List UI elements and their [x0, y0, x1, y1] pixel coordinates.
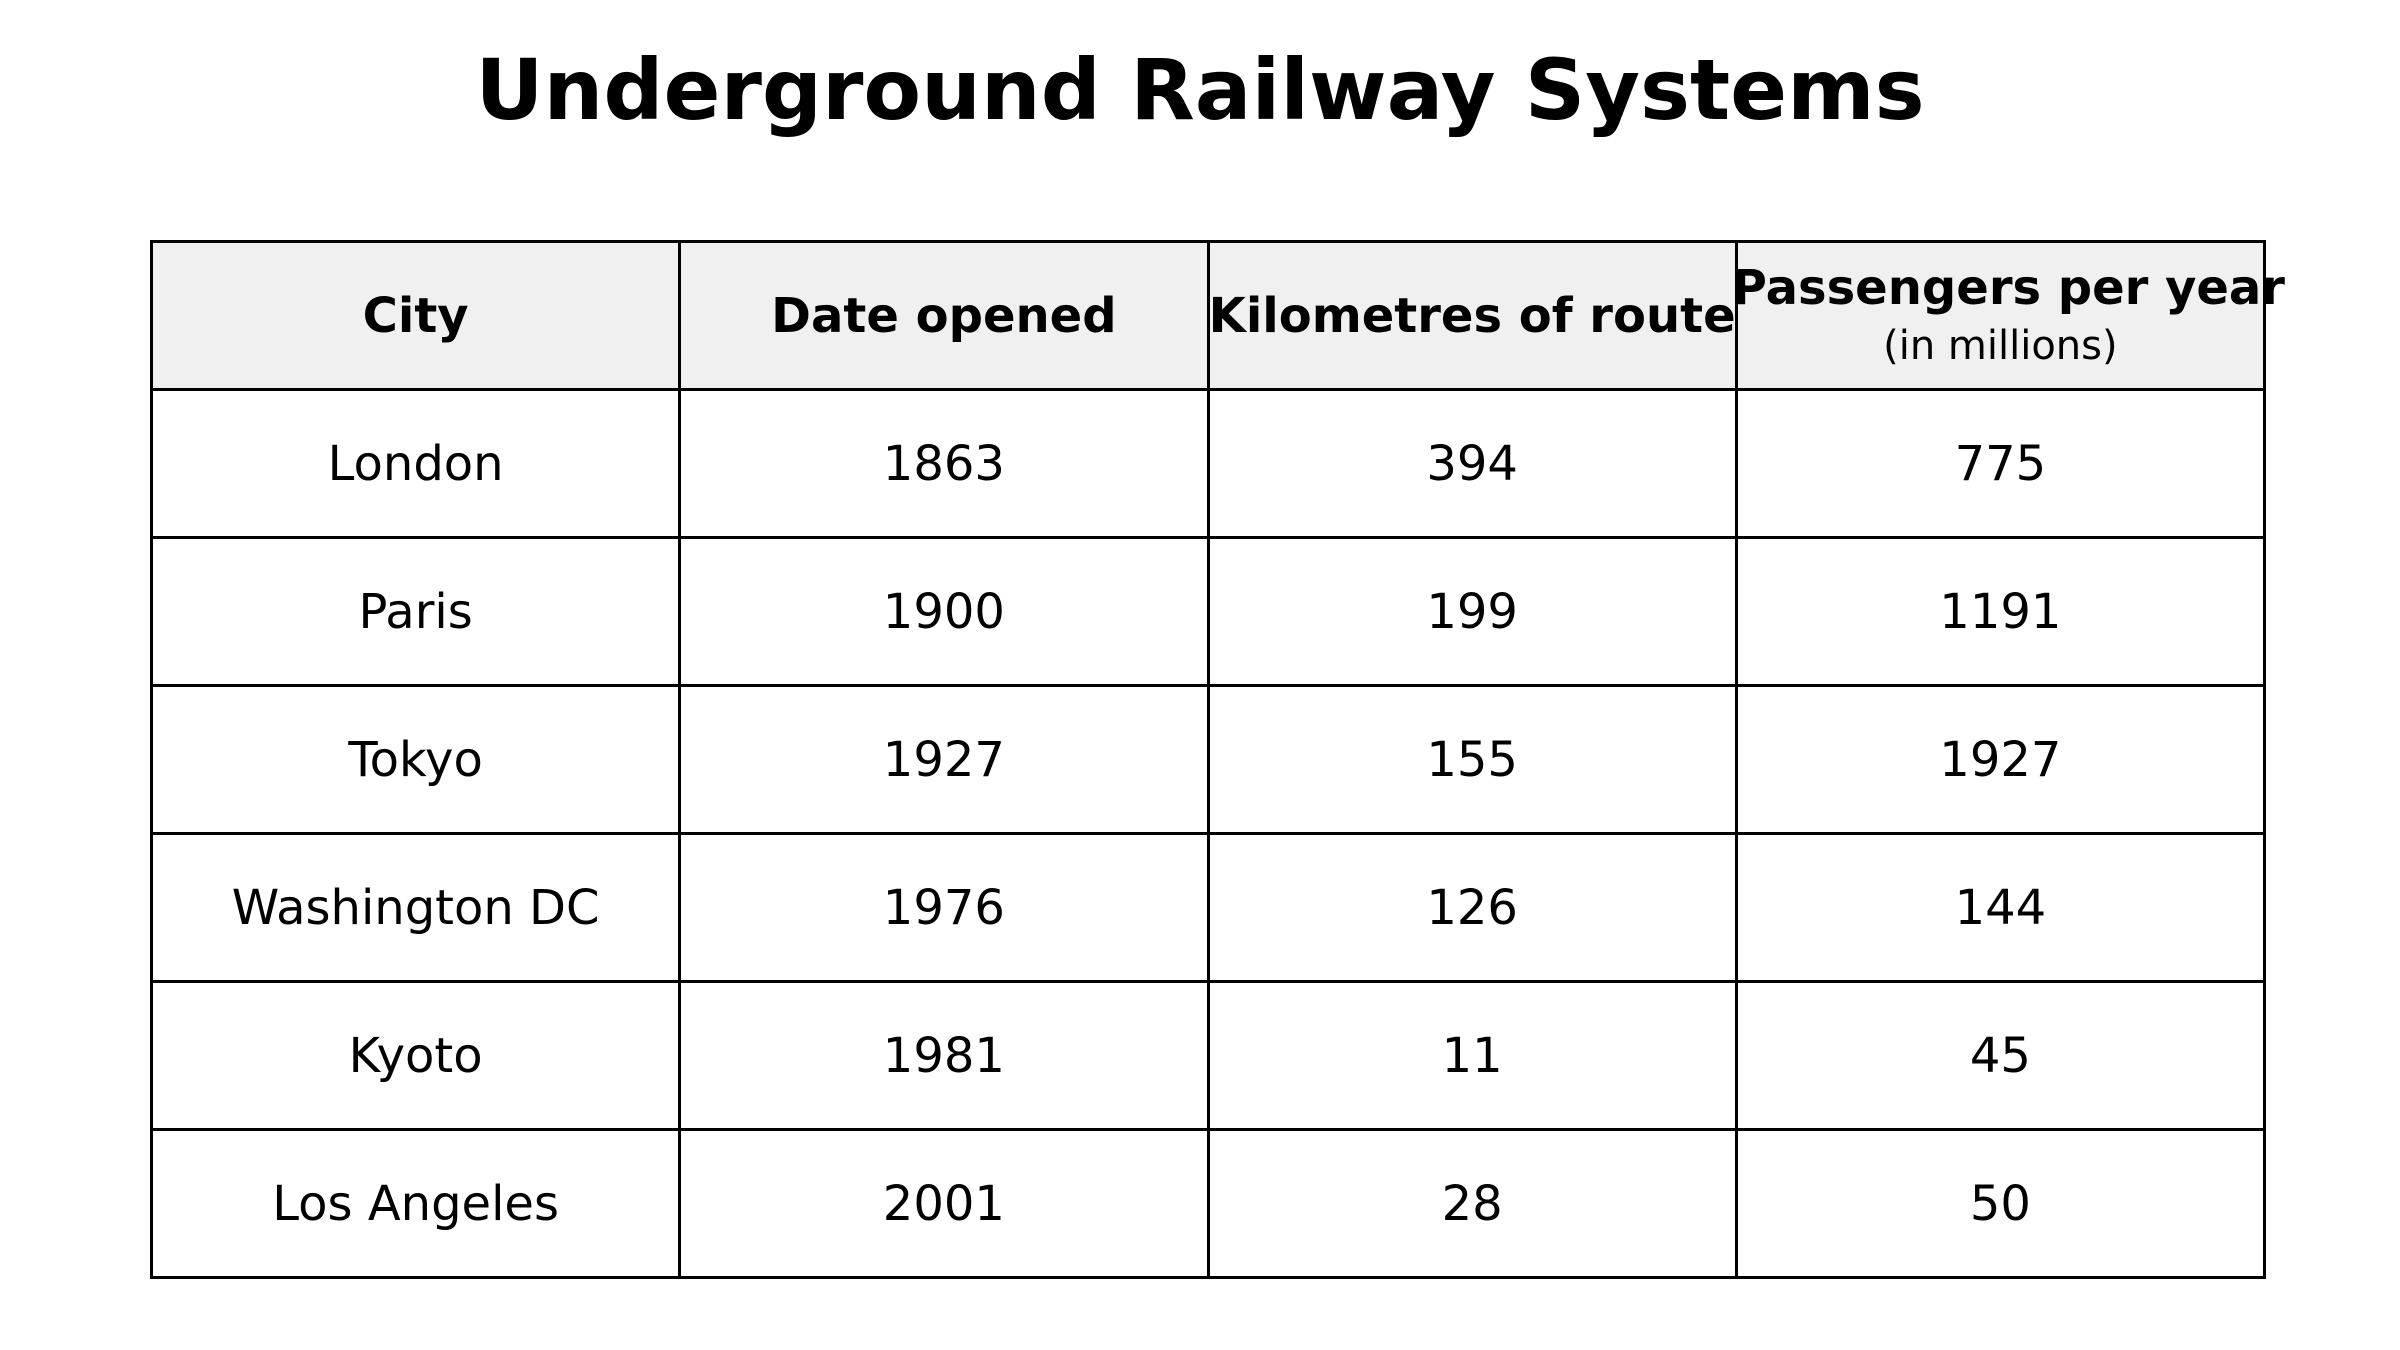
- table-cell-city: Kyoto: [149, 980, 682, 1131]
- table-cell-date-opened: 1863: [678, 388, 1210, 539]
- table-row: London 1863 394 775: [149, 388, 2267, 539]
- table-cell-kilometres: 199: [1206, 536, 1738, 687]
- column-header-passengers-per-year: Passengers per year (in millions): [1732, 240, 2285, 391]
- table-cell-date-opened: 1981: [678, 980, 1210, 1131]
- column-header-sublabel: (in millions): [1883, 322, 2118, 369]
- table-cell-kilometres: 394: [1206, 388, 1738, 539]
- table-cell-kilometres: 126: [1206, 832, 1738, 983]
- table-row: Paris 1900 199 1191: [149, 536, 2267, 687]
- column-header-city: City: [149, 240, 682, 391]
- table-cell-city: Tokyo: [149, 684, 682, 835]
- table-cell-passengers: 144: [1734, 832, 2267, 983]
- table-cell-passengers: 775: [1734, 388, 2267, 539]
- column-header-label: Kilometres of route: [1208, 287, 1736, 344]
- header-row: City Date opened Kilometres of route Pas…: [149, 240, 2285, 391]
- table-cell-city: Paris: [149, 536, 682, 687]
- table-row: Washington DC 1976 126 144: [149, 832, 2267, 983]
- column-header-label: City: [362, 287, 469, 344]
- table-cell-kilometres: 11: [1206, 980, 1738, 1131]
- table-cell-city: Los Angeles: [149, 1128, 682, 1279]
- data-table: City Date opened Kilometres of route Pas…: [149, 240, 2285, 1279]
- table-cell-date-opened: 2001: [678, 1128, 1210, 1279]
- table-row: Tokyo 1927 155 1927: [149, 684, 2267, 835]
- column-header-date-opened: Date opened: [678, 240, 1210, 391]
- table-row: Los Angeles 2001 28 50: [149, 1128, 2267, 1279]
- table-cell-city: Washington DC: [149, 832, 682, 983]
- table-cell-kilometres: 28: [1206, 1128, 1738, 1279]
- table-cell-date-opened: 1976: [678, 832, 1210, 983]
- table-cell-passengers: 45: [1734, 980, 2267, 1131]
- column-header-label: Date opened: [771, 287, 1117, 344]
- table-row: Kyoto 1981 11 45: [149, 980, 2267, 1131]
- table-cell-city: London: [149, 388, 682, 539]
- table-cell-passengers: 1927: [1734, 684, 2267, 835]
- column-header-label: Passengers per year: [1731, 259, 2285, 316]
- column-header-kilometres-of-route: Kilometres of route: [1206, 240, 1738, 391]
- table-cell-passengers: 50: [1734, 1128, 2267, 1279]
- table-cell-passengers: 1191: [1734, 536, 2267, 687]
- table-cell-date-opened: 1900: [678, 536, 1210, 687]
- table-cell-kilometres: 155: [1206, 684, 1738, 835]
- chart-title: Underground Railway Systems: [475, 41, 1925, 139]
- table-cell-date-opened: 1927: [678, 684, 1210, 835]
